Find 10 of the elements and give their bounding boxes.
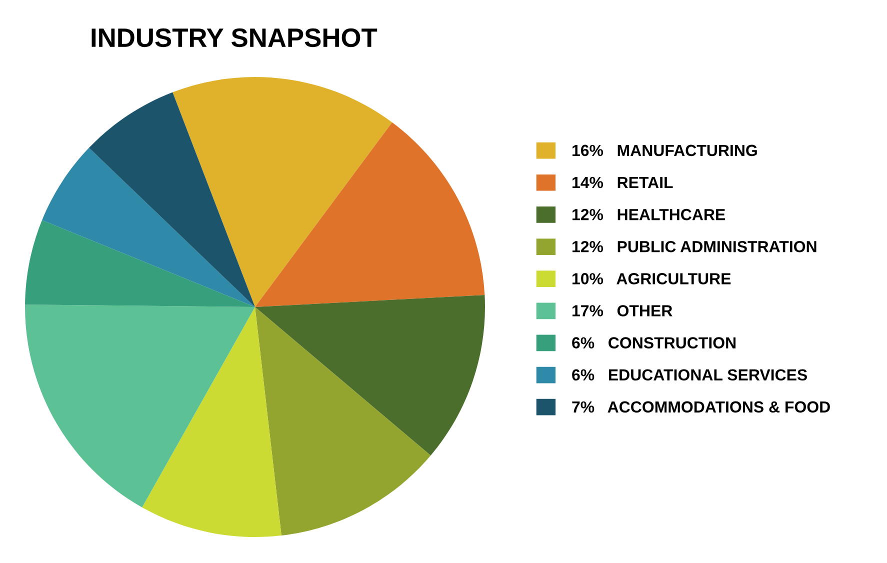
legend-label: 7% ACCOMMODATIONS & FOOD [572,401,830,413]
legend-label: 12% PUBLIC ADMINISTRATION [572,240,816,252]
legend-label: 12% HEALTHCARE [572,208,726,220]
legend-label: 14% RETAIL [572,176,673,188]
legend-label: 6% EDUCATIONAL SERVICES [572,369,807,381]
legend-label: 17% OTHER [572,305,672,316]
chart-title: INDUSTRY SNAPSHOT [92,28,378,48]
legend-label: 6% CONSTRUCTION [572,337,736,348]
legend-label: 10% AGRICULTURE [572,273,731,284]
legend-label: 16% MANUFACTURING [572,144,757,156]
